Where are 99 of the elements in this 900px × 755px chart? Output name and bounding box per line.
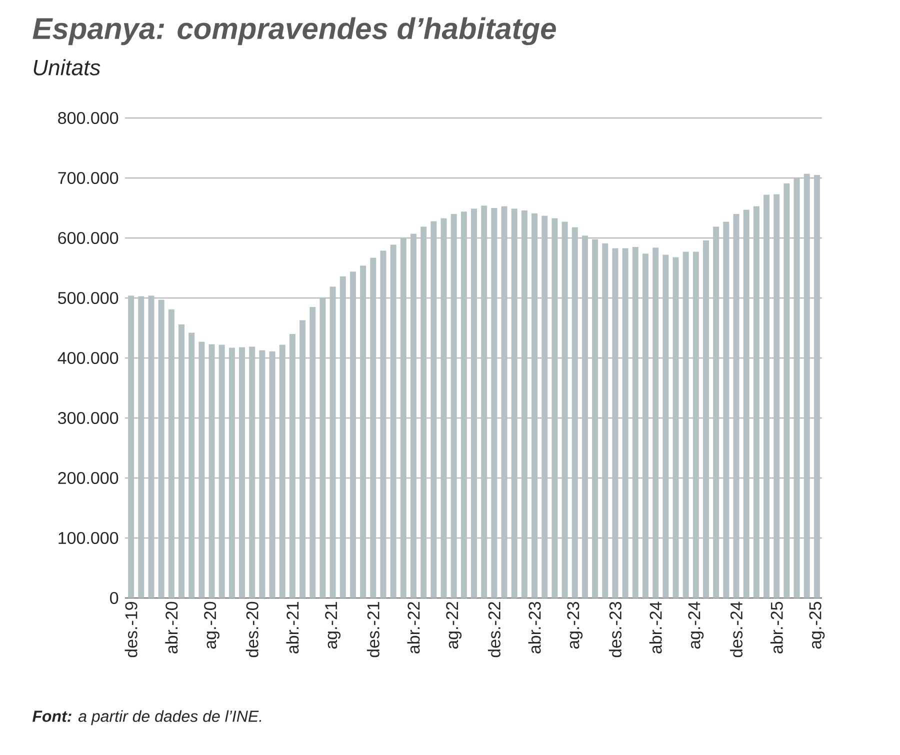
chart-subtitle: Unitats bbox=[34, 59, 100, 76]
x-tick-label: ag.-23 bbox=[567, 602, 583, 649]
x-tick-label: abr.-22 bbox=[407, 602, 420, 654]
y-tick-label: 800.000 bbox=[58, 112, 118, 124]
bar bbox=[218, 344, 225, 598]
x-tick-label: des.-20 bbox=[246, 602, 258, 658]
bar bbox=[450, 214, 457, 598]
x-tick-label: ag.-21 bbox=[325, 602, 340, 649]
bar bbox=[804, 174, 810, 598]
bar bbox=[723, 222, 730, 598]
x-tick-label: ag.-25 bbox=[809, 602, 825, 649]
bar bbox=[178, 324, 184, 598]
x-tick-label: abr.-21 bbox=[286, 602, 299, 654]
x-tick-label: ag.-20 bbox=[204, 602, 220, 649]
bar bbox=[622, 248, 628, 598]
bar bbox=[138, 296, 144, 598]
bar bbox=[612, 248, 618, 598]
bar bbox=[521, 210, 528, 598]
bar bbox=[128, 296, 134, 598]
bar bbox=[350, 272, 356, 598]
bar bbox=[208, 344, 215, 598]
x-tick-label: abr.-23 bbox=[528, 602, 541, 654]
x-tick-label: des.-21 bbox=[366, 602, 380, 658]
bar bbox=[632, 246, 638, 598]
bar bbox=[692, 252, 699, 598]
bar bbox=[360, 266, 366, 598]
x-tick-label: des.-23 bbox=[608, 602, 622, 658]
bar bbox=[310, 306, 316, 598]
bar bbox=[198, 342, 205, 598]
bar bbox=[713, 226, 720, 598]
bar bbox=[552, 218, 558, 598]
bar bbox=[370, 258, 376, 598]
bar bbox=[542, 216, 548, 598]
x-tick-label: ag.-24 bbox=[688, 602, 704, 649]
bar bbox=[652, 248, 659, 598]
x-tick-label: des.-19 bbox=[124, 602, 138, 658]
bar bbox=[420, 226, 427, 598]
bar bbox=[400, 237, 406, 598]
bar bbox=[249, 346, 256, 598]
bar bbox=[228, 348, 235, 598]
bar bbox=[532, 213, 538, 598]
bar bbox=[430, 221, 437, 598]
bar bbox=[168, 309, 174, 598]
bar bbox=[259, 350, 266, 598]
bar bbox=[511, 208, 518, 598]
bar bbox=[682, 252, 689, 598]
bar bbox=[148, 296, 154, 598]
bar bbox=[289, 334, 296, 598]
bar bbox=[188, 332, 195, 598]
bar bbox=[814, 175, 820, 598]
x-tick-label: abr.-24 bbox=[649, 602, 662, 654]
bar bbox=[390, 244, 396, 598]
bar bbox=[491, 208, 498, 598]
y-tick-label: 100.000 bbox=[58, 532, 118, 544]
text: Font: a partir de dades de l’INE. bbox=[32, 710, 262, 726]
y-tick-label: 600.000 bbox=[58, 232, 118, 244]
y-tick-label: 700.000 bbox=[58, 172, 118, 184]
bar bbox=[602, 243, 608, 598]
y-tick-label: 300.000 bbox=[58, 412, 118, 424]
bar bbox=[774, 194, 780, 598]
x-tick-label: ag.-22 bbox=[446, 602, 462, 649]
bar bbox=[672, 257, 679, 598]
bar bbox=[320, 297, 326, 598]
bar bbox=[703, 240, 709, 598]
bar bbox=[471, 208, 478, 598]
bar bbox=[481, 206, 488, 598]
bar bbox=[794, 178, 800, 598]
bar bbox=[269, 351, 276, 598]
bar bbox=[582, 236, 588, 598]
bar bbox=[572, 227, 578, 598]
bar bbox=[440, 218, 447, 598]
x-tick-label: des.-24 bbox=[730, 602, 743, 658]
bar bbox=[592, 239, 598, 598]
bar bbox=[753, 206, 760, 598]
bar bbox=[784, 183, 790, 598]
y-tick-label: 500.000 bbox=[58, 292, 118, 304]
x-tick-label: des.-22 bbox=[488, 602, 500, 658]
bar bbox=[562, 222, 568, 598]
bar bbox=[340, 276, 346, 598]
x-tick-label: abr.-25 bbox=[770, 602, 783, 654]
y-tick-label: 200.000 bbox=[58, 472, 118, 484]
bar bbox=[460, 212, 467, 598]
bar bbox=[330, 286, 336, 598]
y-tick-label: 400.000 bbox=[58, 352, 118, 364]
bar bbox=[279, 344, 286, 598]
bar bbox=[501, 206, 508, 598]
x-tick-label: abr.-20 bbox=[165, 602, 178, 654]
bar bbox=[158, 300, 164, 598]
bar bbox=[300, 320, 306, 598]
bar bbox=[733, 214, 740, 598]
bar bbox=[410, 234, 416, 598]
bar bbox=[743, 210, 750, 598]
chart-title: Espanya: compravendes d’habitatge bbox=[32, 17, 556, 46]
bar bbox=[380, 250, 386, 598]
bar bbox=[662, 254, 669, 598]
bar bbox=[642, 254, 648, 598]
y-tick-label: 0 bbox=[110, 592, 118, 604]
bar bbox=[239, 347, 246, 598]
bar bbox=[764, 194, 770, 598]
